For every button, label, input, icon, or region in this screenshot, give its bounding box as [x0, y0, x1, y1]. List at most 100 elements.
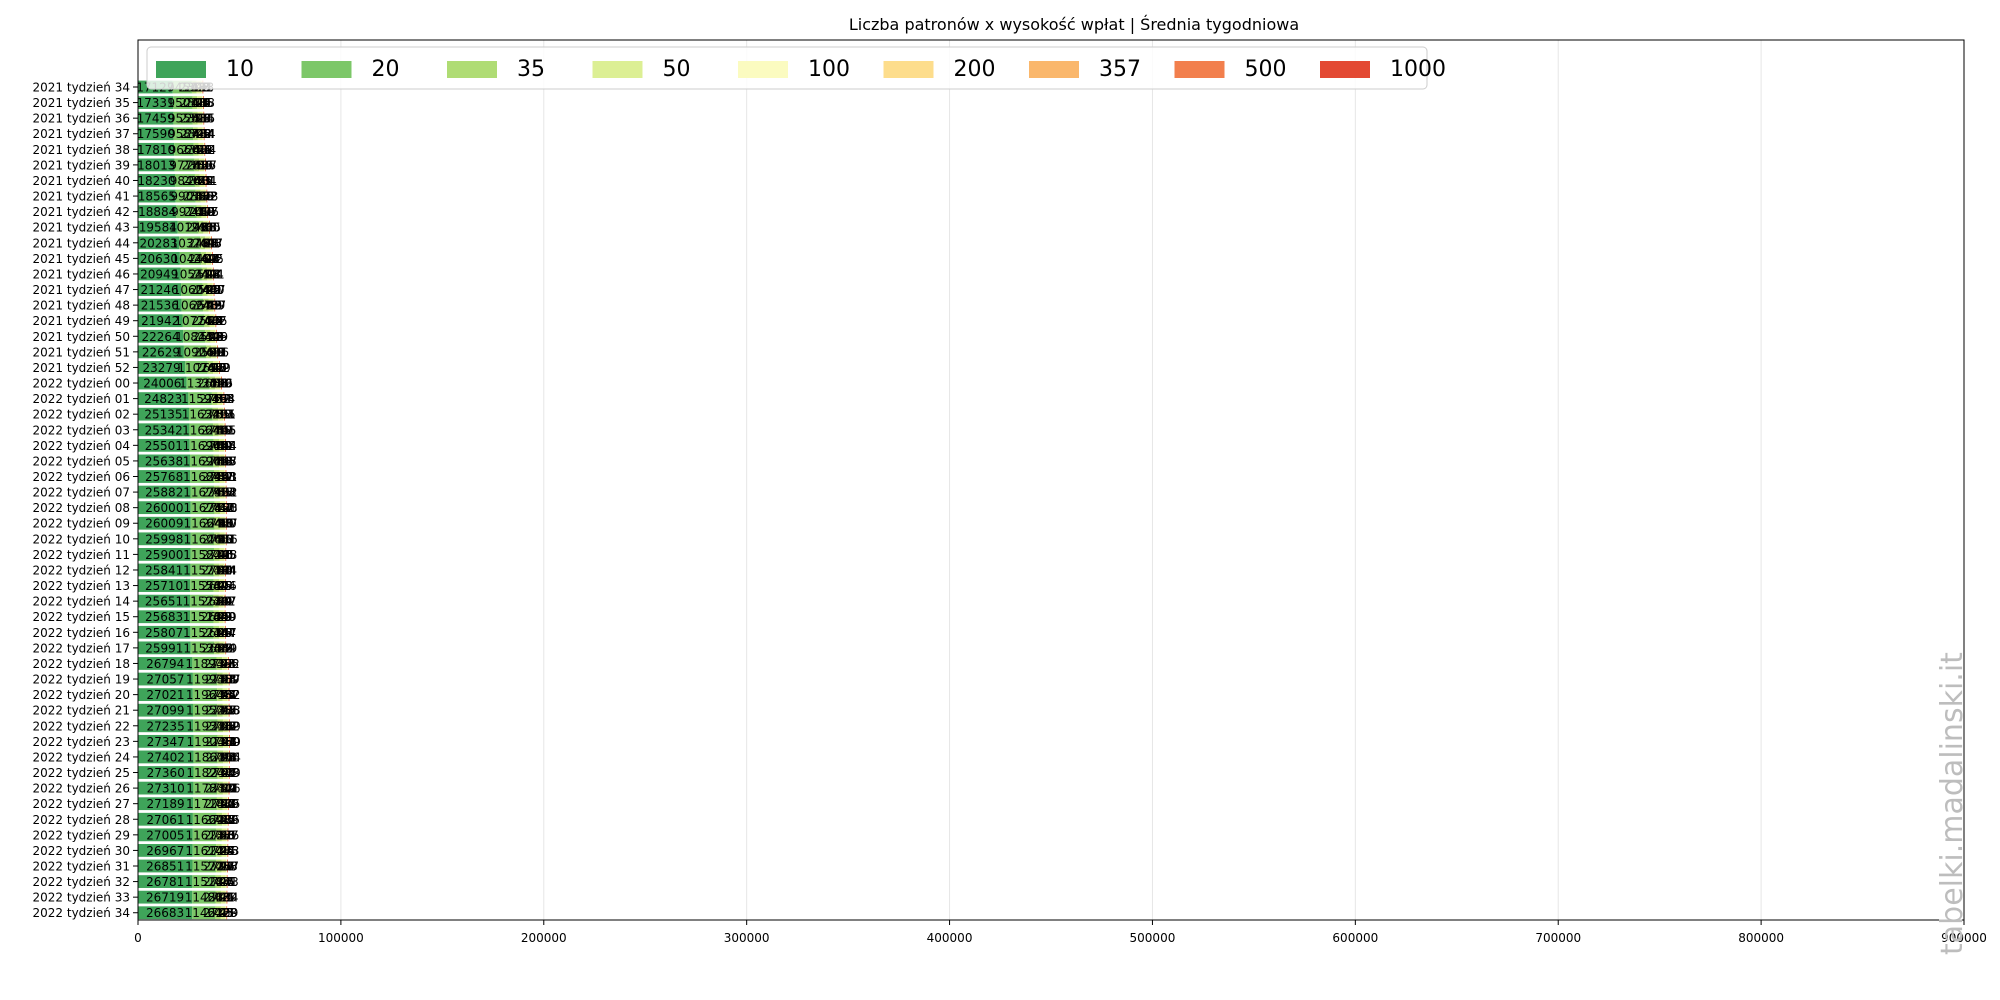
bar-segment [138, 345, 184, 359]
bar-value-label: 27 [220, 813, 235, 827]
bar-value-label: 27189 [146, 797, 184, 811]
bar-segment [181, 298, 204, 312]
bar-value-label: 30 [212, 361, 227, 375]
bar-segment [223, 579, 225, 592]
bar-segment [217, 688, 223, 702]
bar-value-label: 92 [196, 127, 211, 141]
x-tick-label: 400000 [927, 931, 973, 945]
bar-segment [206, 251, 212, 265]
bar-segment [190, 610, 214, 624]
bar-value-label: 27 [221, 688, 236, 702]
bar-segment [213, 610, 219, 624]
bar-value-label: 2384 [207, 563, 238, 577]
bar-segment [211, 251, 212, 265]
bar-value-label: 8 [225, 735, 233, 749]
bar-value-label: 21536 [141, 299, 179, 313]
bar-value-label: 89 [198, 174, 213, 188]
bar-segment [189, 438, 214, 452]
bar-value-label: 11690 [183, 454, 221, 468]
bar-value-label: 20630 [140, 252, 178, 266]
bar-segment [228, 781, 230, 795]
y-tick-label: 2021 tydzień 43 [33, 221, 130, 235]
bar-value-label: 29 [207, 299, 222, 313]
bar-value-label: 46 [218, 517, 233, 531]
bar-value-label: 10541 [172, 267, 210, 281]
bar-value-label: 26719 [146, 891, 184, 905]
bar-value-label: 7 [203, 190, 211, 204]
bar-value-label: 9 [215, 361, 223, 375]
bar-segment [227, 828, 229, 842]
bar-value-label: 29 [210, 345, 225, 359]
y-tick-label: 2022 tydzień 06 [33, 470, 130, 484]
bar-segment [214, 641, 220, 655]
bar-value-label: 432 [194, 190, 217, 204]
bar-segment [228, 703, 230, 717]
bar-segment [224, 610, 226, 624]
bar-value-label: 2273 [209, 844, 240, 858]
bar-value-label: 2689 [201, 595, 232, 609]
bar-value-label: 46 [197, 143, 212, 157]
bar-value-label: 451 [214, 501, 237, 515]
bar-value-label: 9 [218, 377, 226, 391]
bar-segment [196, 205, 202, 219]
bar-value-label: 9 [221, 408, 229, 422]
bar-value-label: 25342 [145, 423, 183, 437]
bar-value-label: 28 [222, 750, 237, 764]
x-tick-label: 500000 [1130, 931, 1176, 945]
bar-segment [216, 345, 218, 359]
bar-segment [226, 501, 227, 515]
y-tick-label: 2022 tydzień 26 [33, 782, 130, 796]
bar-segment [192, 657, 217, 670]
bar-segment [209, 220, 210, 234]
bar-value-label: 43 [218, 641, 233, 655]
y-tick-label: 2022 tydzień 13 [33, 579, 130, 593]
bar-segment [138, 672, 193, 686]
bar-value-label: 30 [198, 158, 213, 172]
bar-value-label: 2319 [180, 112, 211, 126]
bar-segment [192, 859, 216, 873]
legend-swatch [301, 61, 352, 78]
bar-value-label: 2441 [207, 470, 238, 484]
bar-value-label: 7 [225, 782, 233, 796]
bar-value-label: 11664 [182, 423, 220, 437]
bar-segment [227, 797, 229, 811]
bar-segment [226, 828, 228, 842]
bar-value-label: 46 [196, 96, 211, 110]
bar-segment [213, 283, 215, 296]
bar-segment [221, 859, 227, 873]
bar-segment [224, 485, 226, 499]
bar-value-label: 93 [207, 299, 222, 313]
bar-value-label: 45 [219, 906, 234, 920]
bar-value-label: 25882 [145, 486, 183, 500]
bar-value-label: 96 [218, 548, 233, 562]
bar-value-label: 7 [225, 766, 233, 780]
bar-value-label: 11964 [186, 688, 224, 702]
bar-value-labels: 1712794512302241343196452891733195012311… [136, 81, 241, 921]
y-tick-label: 2021 tydzień 46 [33, 267, 130, 281]
bar-value-label: 32 [218, 470, 233, 484]
bar-value-label: 2418 [184, 96, 215, 110]
bar-segment [207, 283, 213, 296]
bar-value-label: 28 [221, 673, 236, 687]
bar-segment [186, 376, 210, 390]
bar-segment [223, 423, 225, 437]
bar-value-label: 2718 [202, 517, 233, 531]
bar-value-label: 2414 [185, 127, 216, 141]
bar-segment [138, 283, 182, 296]
bar-value-label: 29 [206, 283, 221, 297]
bar-value-label: 10667 [173, 299, 211, 313]
bar-segment [218, 594, 224, 608]
bar-value-label: 11577 [185, 860, 223, 874]
bar-value-label: 456 [216, 657, 239, 671]
y-tick-label: 2022 tydzień 20 [33, 688, 130, 702]
bar-value-label: 2572 [193, 330, 224, 344]
bar-value-label: 444 [213, 579, 236, 593]
bar-segment [208, 220, 210, 234]
bar-value-label: 27347 [147, 735, 185, 749]
bar-value-label: 463 [211, 392, 234, 406]
bar-value-label: 2445 [206, 423, 237, 437]
bar-segment [176, 205, 197, 219]
bar-segment [138, 657, 193, 670]
bar-value-label: 50 [217, 408, 232, 422]
bar-value-label: 26781 [146, 875, 184, 889]
